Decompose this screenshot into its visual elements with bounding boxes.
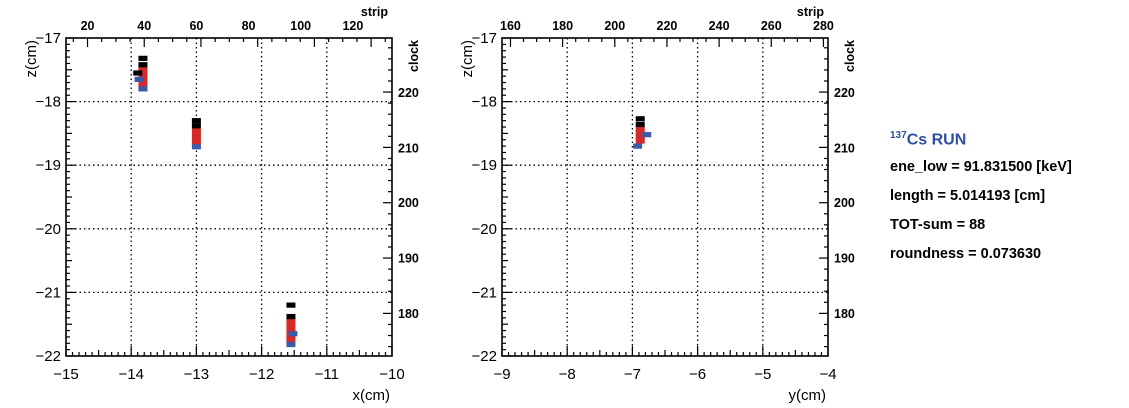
right-tick-label: 210 [398,141,419,155]
data-point [633,143,643,149]
plot-frame [65,37,393,357]
y-axis-title: z(cm) [23,40,40,78]
y-tick-label: −18 [36,94,61,111]
x-tick-label: −15 [53,366,78,383]
right-tick-label: 190 [398,251,419,265]
top-tick-label: 280 [813,19,834,33]
data-point [138,70,148,76]
right-tick-label: 200 [398,196,419,210]
x-tick-label: −11 [315,366,339,383]
data-point [286,325,296,331]
right-tick-label: 220 [834,86,855,100]
right-tick-label: 220 [398,86,419,100]
data-point [635,130,645,136]
data-point [138,62,148,68]
isotope-mass-number: 137 [890,130,907,141]
data-point [138,86,148,92]
data-point [191,123,201,129]
x-tick-label: −6 [689,366,706,383]
y-tick-label: −21 [36,284,61,301]
tot-sum-label: TOT-sum = 88 [890,217,986,234]
x-axis-title: x(cm) [353,387,391,404]
y-tick-label: −20 [36,221,61,238]
y-tick-label: −17 [472,30,497,47]
run-info: 137Cs RUN ene_low = 91.831500 [keV] leng… [890,130,1125,275]
top-axis-title: strip [797,5,824,19]
data-point [635,121,645,128]
top-tick-label: 120 [342,19,363,33]
y-tick-label: −20 [472,221,497,238]
y-tick-label: −17 [36,30,61,47]
x-tick-label: −4 [819,366,836,383]
roundness-label: roundness = 0.073630 [890,246,1042,263]
right-axis-title: clock [843,40,857,72]
right-tick-label: 210 [834,141,855,155]
data-point [191,127,201,133]
data-point [286,302,296,308]
top-tick-label: 100 [290,19,311,33]
top-axis-title: strip [361,5,388,19]
top-tick-label: 200 [604,19,625,33]
top-tick-label: 60 [189,19,203,33]
data-point [286,341,296,348]
x-tick-label: −7 [624,366,641,383]
x-axis-title: y(cm) [789,387,827,404]
run-title: 137Cs RUN [890,130,1125,149]
right-tick-label: 200 [834,196,855,210]
data-point [286,313,296,320]
y-tick-label: −22 [36,348,61,365]
plot-frame [501,37,829,357]
data-point [134,76,144,82]
x-tick-label: −5 [754,366,771,383]
data-point [642,132,652,138]
x-tick-label: −14 [118,366,143,383]
data-point [635,134,645,140]
top-tick-label: 260 [761,19,782,33]
data-point [191,118,201,124]
data-point [635,116,645,122]
energy-low-label: ene_low = 91.831500 [keV] [890,159,1072,176]
y-tick-label: −21 [472,284,497,301]
data-point [138,81,148,88]
data-point [191,139,201,145]
x-tick-label: −13 [184,366,209,383]
data-point [191,132,201,138]
x-tick-label: −8 [559,366,576,383]
data-point [288,331,298,337]
top-tick-label: 20 [81,19,95,33]
top-tick-label: 80 [242,19,256,33]
y-tick-label: −19 [472,157,497,174]
data-point [286,336,296,343]
x-tick-label: −10 [379,366,404,383]
x-tick-label: −12 [249,366,274,383]
data-point [635,138,645,144]
data-point [286,317,296,323]
y-tick-label: −18 [472,94,497,111]
right-tick-label: 180 [834,307,855,321]
data-point [191,144,201,150]
track-length-label: length = 5.014193 [cm] [890,188,1046,205]
top-tick-label: 240 [709,19,730,33]
y-tick-label: −22 [472,348,497,365]
right-tick-label: 180 [398,307,419,321]
top-tick-label: 40 [137,19,151,33]
data-point [191,135,201,142]
xz-panel: −15 −14 −13 −12 −11 −10 −22 −21 −20 −19 −18 −17 20 40… [23,5,421,404]
y-axis-title: z(cm) [459,40,476,78]
y-tick-label: −19 [36,157,61,174]
data-point [133,70,143,76]
right-tick-label: 190 [834,251,855,265]
run-title-text: Cs RUN [906,131,967,149]
top-tick-label: 180 [552,19,573,33]
data-point [635,126,645,133]
top-tick-label: 160 [500,19,521,33]
x-tick-label: −9 [493,366,510,383]
data-point [138,66,148,72]
data-point [286,321,296,327]
right-axis-title: clock [407,40,421,72]
data-point [138,55,148,61]
top-tick-label: 220 [657,19,678,33]
